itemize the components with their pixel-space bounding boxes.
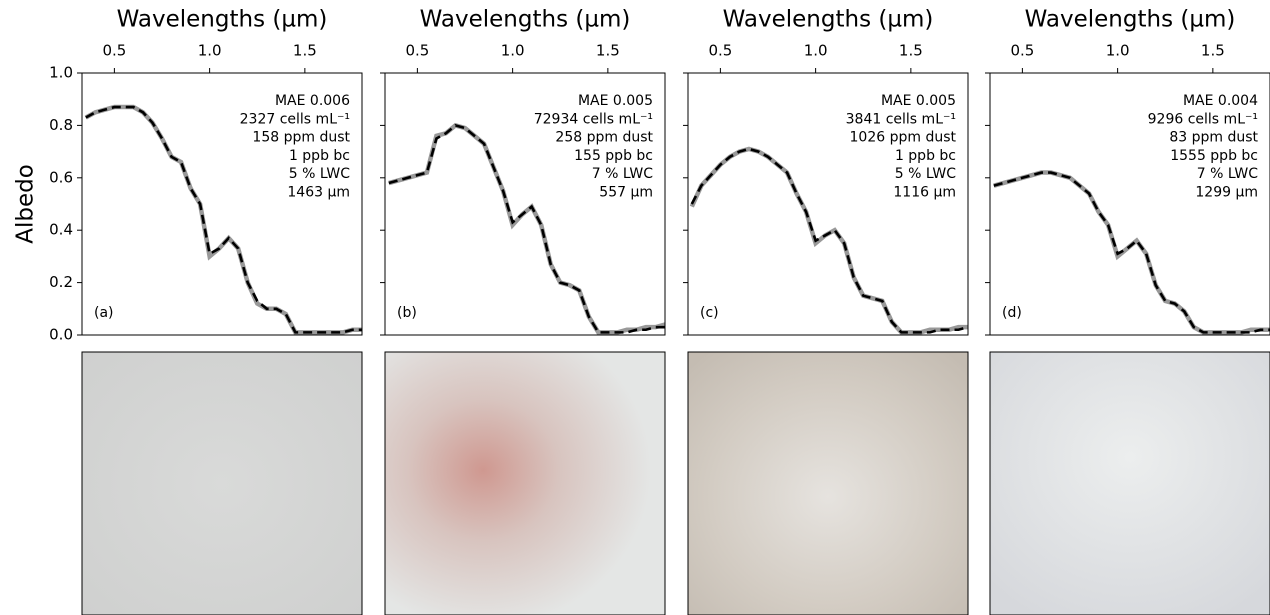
x-tick-label: 1.5 bbox=[899, 42, 923, 60]
photo bbox=[687, 351, 969, 615]
annotation: MAE 0.006 bbox=[275, 93, 350, 109]
annotation: 557 µm bbox=[599, 185, 653, 201]
annotation: MAE 0.005 bbox=[578, 93, 653, 109]
y-tick-label: 1.0 bbox=[49, 64, 73, 82]
annotation: 5 % LWC bbox=[895, 166, 956, 182]
annotation: 155 ppb bc bbox=[574, 148, 653, 164]
annotation: 1116 µm bbox=[893, 185, 956, 201]
y-tick-label: 0.8 bbox=[49, 116, 73, 134]
x-tick-label: 1.0 bbox=[198, 42, 222, 60]
annotation: 9296 cells mL⁻¹ bbox=[1148, 111, 1258, 127]
x-tick-label: 1.5 bbox=[596, 42, 620, 60]
x-axis-title: Wavelengths (µm) bbox=[723, 7, 934, 33]
x-tick-label: 0.5 bbox=[405, 42, 429, 60]
plot-frame bbox=[384, 72, 666, 336]
x-tick-label: 1.0 bbox=[804, 42, 828, 60]
annotation: 258 ppm dust bbox=[555, 130, 653, 146]
annotation: 1555 ppb bc bbox=[1170, 148, 1258, 164]
spectrum-line bbox=[388, 123, 665, 334]
annotation: 3841 cells mL⁻¹ bbox=[846, 111, 956, 127]
plot-frame bbox=[687, 72, 969, 336]
x-tick-label: 0.5 bbox=[1010, 42, 1034, 60]
annotation: 1 ppb bc bbox=[289, 148, 350, 164]
x-axis-title: Wavelengths (µm) bbox=[420, 7, 631, 33]
x-tick-label: 1.0 bbox=[1106, 42, 1130, 60]
annotation: 1463 µm bbox=[287, 185, 350, 201]
spectrum-line bbox=[993, 171, 1270, 334]
photo bbox=[384, 351, 666, 615]
x-tick-label: 1.0 bbox=[501, 42, 525, 60]
panel-label: (d) bbox=[1002, 305, 1022, 321]
annotation: MAE 0.004 bbox=[1183, 93, 1258, 109]
annotation: 1026 ppm dust bbox=[850, 130, 957, 146]
spectrum-line bbox=[85, 105, 362, 334]
x-tick-label: 1.5 bbox=[1201, 42, 1225, 60]
y-tick-label: 0.6 bbox=[49, 168, 73, 186]
annotation: 7 % LWC bbox=[592, 166, 653, 182]
x-axis-title: Wavelengths (µm) bbox=[117, 7, 328, 33]
annotation: 83 ppm dust bbox=[1169, 130, 1258, 146]
x-tick-label: 0.5 bbox=[102, 42, 126, 60]
plot-frame bbox=[989, 72, 1270, 336]
panel-label: (b) bbox=[397, 305, 417, 321]
x-tick-label: 0.5 bbox=[708, 42, 732, 60]
annotation: 1299 µm bbox=[1195, 185, 1258, 201]
panel-label: (c) bbox=[700, 305, 719, 321]
annotation: 1 ppb bc bbox=[895, 148, 956, 164]
spectrum-line bbox=[690, 147, 968, 334]
y-tick-label: 0.0 bbox=[49, 326, 73, 344]
photo bbox=[989, 351, 1270, 615]
annotation: 158 ppm dust bbox=[252, 130, 350, 146]
annotation: 7 % LWC bbox=[1197, 166, 1258, 182]
annotation: 2327 cells mL⁻¹ bbox=[240, 111, 350, 127]
y-axis-title: Albedo bbox=[13, 164, 39, 244]
plot-frame bbox=[81, 72, 363, 336]
annotation: 72934 cells mL⁻¹ bbox=[534, 111, 653, 127]
x-axis-title: Wavelengths (µm) bbox=[1025, 7, 1236, 33]
y-tick-label: 0.2 bbox=[49, 273, 73, 291]
panel-label: (a) bbox=[94, 305, 114, 321]
x-tick-label: 1.5 bbox=[293, 42, 317, 60]
photo bbox=[81, 351, 363, 615]
y-tick-label: 0.4 bbox=[49, 221, 73, 239]
annotation: 5 % LWC bbox=[289, 166, 350, 182]
annotation: MAE 0.005 bbox=[881, 93, 956, 109]
